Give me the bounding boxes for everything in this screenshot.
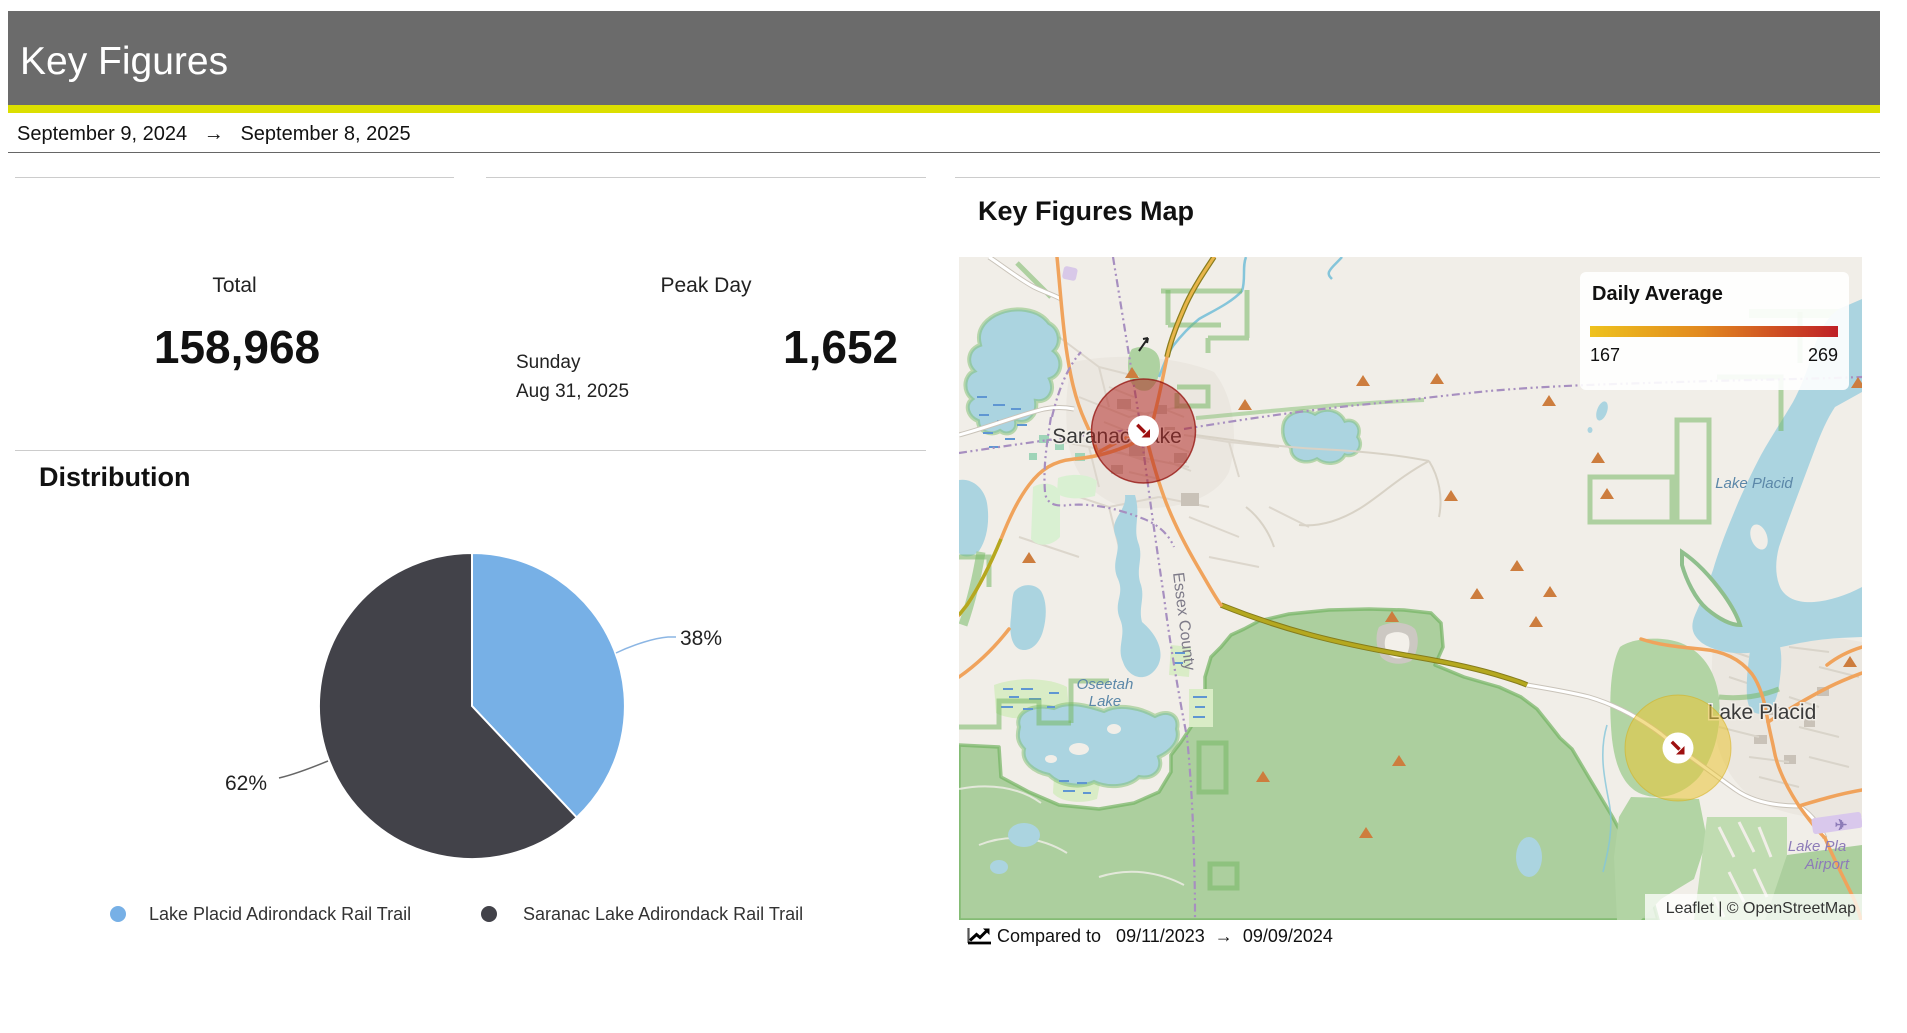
svg-text:Daily Average: Daily Average xyxy=(1592,283,1723,305)
svg-text:Lake: Lake xyxy=(1089,693,1122,710)
svg-text:✈: ✈ xyxy=(1835,817,1848,834)
svg-text:Lake Placid: Lake Placid xyxy=(1708,701,1817,724)
svg-text:Airport: Airport xyxy=(1804,856,1850,873)
svg-text:Leaflet | © OpenStreetMap: Leaflet | © OpenStreetMap xyxy=(1666,900,1856,917)
svg-text:Lake Placid: Lake Placid xyxy=(1715,475,1793,492)
svg-text:Oseetah: Oseetah xyxy=(1077,676,1134,693)
svg-text:Lake Pla: Lake Pla xyxy=(1788,838,1846,855)
svg-text:269: 269 xyxy=(1808,345,1838,365)
svg-text:167: 167 xyxy=(1590,345,1620,365)
